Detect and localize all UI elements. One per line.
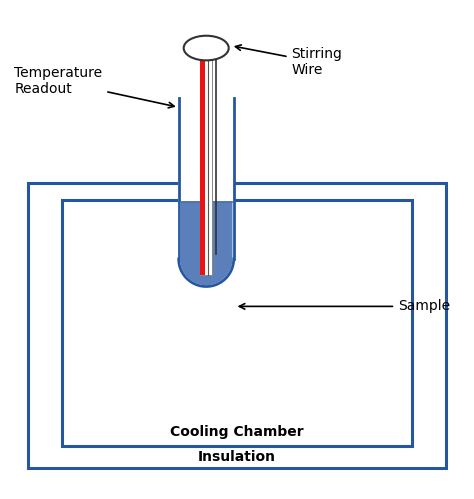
Bar	[200, 50, 212, 275]
Bar	[62, 200, 412, 446]
Text: Stirring
Wire: Stirring Wire	[236, 45, 342, 77]
Ellipse shape	[184, 36, 228, 60]
Text: Sample: Sample	[239, 299, 450, 313]
Text: Cooling Chamber: Cooling Chamber	[170, 425, 304, 439]
Bar	[28, 183, 446, 468]
Text: Temperature
Readout: Temperature Readout	[14, 66, 174, 108]
Text: Insulation: Insulation	[198, 450, 276, 464]
Polygon shape	[179, 98, 234, 286]
Bar	[200, 50, 205, 275]
Polygon shape	[181, 202, 232, 284]
